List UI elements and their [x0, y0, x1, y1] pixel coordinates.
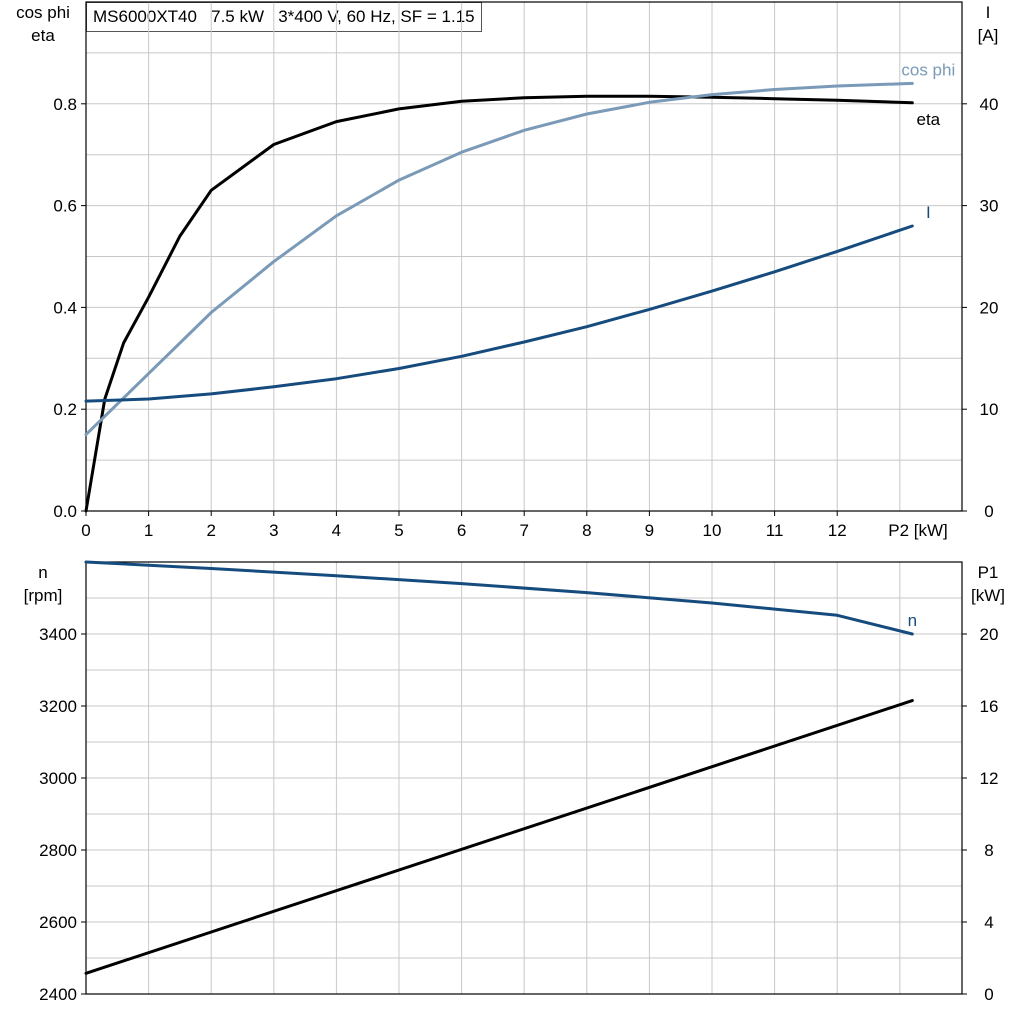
series-I-line — [84, 224, 914, 403]
y-tick-label-right: 12 — [980, 769, 999, 788]
y-tick-label-right: 16 — [980, 697, 999, 716]
x-axis-unit-label: P2 [kW] — [888, 521, 948, 540]
y-tick-label-left: 2600 — [39, 913, 77, 932]
y-tick-label-right: 0 — [984, 502, 993, 521]
x-tick-label: 8 — [582, 521, 591, 540]
series-cos-phi-line — [84, 81, 914, 437]
series-label-cos-phi: cos phi — [901, 60, 955, 79]
x-tick-label: 2 — [206, 521, 215, 540]
y-tick-label-right: 30 — [980, 197, 999, 216]
y-tick-label-right: 40 — [980, 95, 999, 114]
y-tick-label-right: 8 — [984, 841, 993, 860]
x-tick-label: 0 — [81, 521, 90, 540]
x-tick-label: 9 — [645, 521, 654, 540]
series-line — [84, 699, 914, 975]
x-tick-label: 4 — [332, 521, 341, 540]
series-n-line — [84, 560, 914, 636]
y-tick-label-left: 3000 — [39, 769, 77, 788]
series-label-I: I — [926, 203, 931, 222]
left-axis-unit: eta — [31, 26, 55, 45]
y-tick-label-right: 10 — [980, 400, 999, 419]
x-tick-label: 10 — [703, 521, 722, 540]
x-tick-label: 3 — [269, 521, 278, 540]
y-tick-label-right: 0 — [984, 985, 993, 1004]
left-axis-unit: [rpm] — [24, 586, 63, 605]
y-tick-label-left: 0.4 — [53, 298, 77, 317]
left-axis-title: n — [38, 563, 47, 582]
y-tick-label-left: 0.8 — [53, 95, 77, 114]
y-tick-label-right: 20 — [980, 625, 999, 644]
y-tick-label-left: 0.6 — [53, 197, 77, 216]
y-tick-label-right: 4 — [984, 913, 993, 932]
right-axis-title: I — [986, 3, 991, 22]
left-axis-title: cos phi — [16, 3, 70, 22]
y-tick-label-left: 0.0 — [53, 502, 77, 521]
x-tick-label: 11 — [766, 521, 784, 540]
right-axis-unit: [A] — [978, 26, 999, 45]
x-tick-label: 7 — [519, 521, 528, 540]
title-box: MS6000XT40 7.5 kW 3*400 V, 60 Hz, SF = 1… — [86, 2, 482, 32]
y-tick-label-left: 3400 — [39, 625, 77, 644]
series-eta-line — [84, 94, 914, 513]
right-axis-unit: [kW] — [971, 586, 1005, 605]
series-label-eta: eta — [916, 110, 940, 129]
y-tick-label-left: 2400 — [39, 985, 77, 1004]
x-tick-label: 12 — [828, 521, 847, 540]
y-tick-label-left: 3200 — [39, 697, 77, 716]
right-axis-title: P1 — [978, 563, 999, 582]
x-tick-label: 5 — [394, 521, 403, 540]
y-tick-label-left: 0.2 — [53, 400, 77, 419]
x-tick-label: 6 — [457, 521, 466, 540]
y-tick-label-left: 2800 — [39, 841, 77, 860]
y-tick-label-right: 20 — [980, 298, 999, 317]
series-label-n: n — [908, 611, 917, 630]
x-tick-label: 1 — [144, 521, 153, 540]
